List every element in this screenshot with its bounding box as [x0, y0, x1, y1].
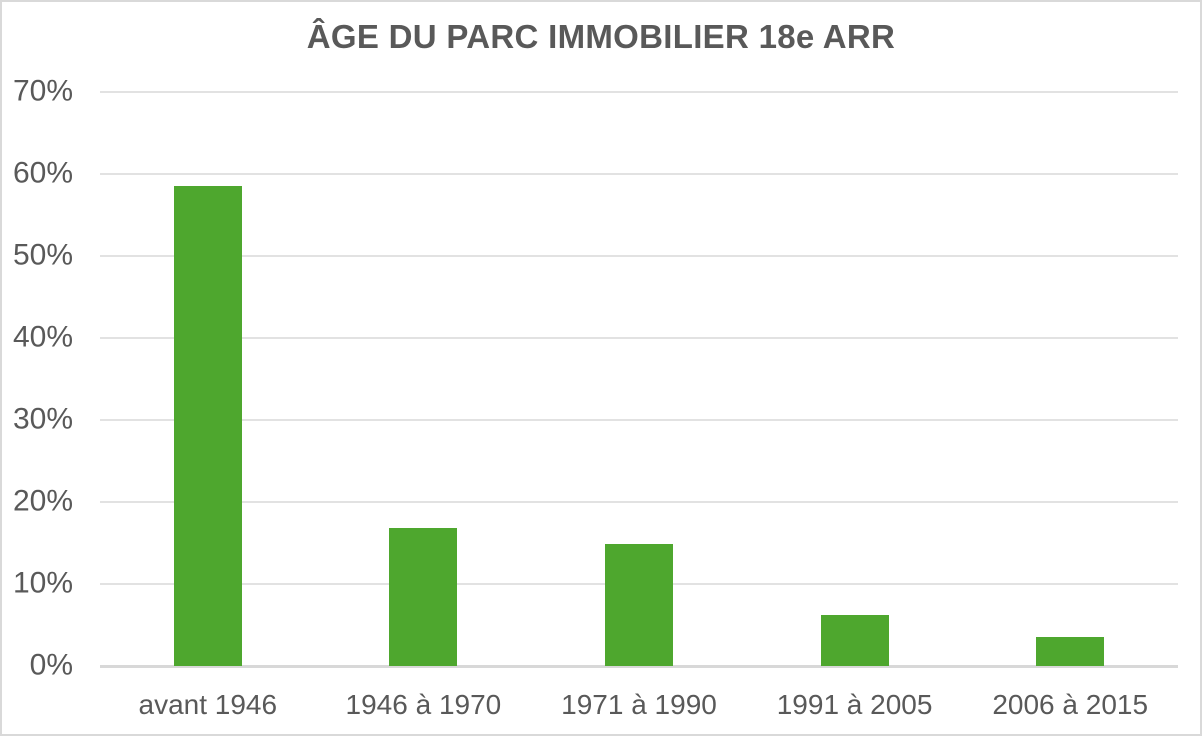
gridline [100, 501, 1178, 503]
x-tick-label: avant 1946 [138, 689, 278, 720]
y-tick-label: 30% [12, 402, 73, 436]
y-tick-label: 50% [12, 238, 73, 272]
x-tick-label: 2006 à 2015 [992, 689, 1149, 720]
gridline [100, 419, 1178, 421]
x-tick-label: 1971 à 1990 [561, 689, 717, 720]
bar-3 [605, 543, 673, 666]
y-tick-label: 10% [12, 566, 73, 600]
y-tick-label: 40% [12, 320, 73, 354]
bar-1 [173, 186, 242, 666]
gridline [100, 255, 1178, 257]
y-tick-label: 0% [29, 648, 73, 682]
y-tick-label: 20% [12, 484, 73, 518]
x-tick-label: 1991 à 2005 [776, 689, 933, 720]
bar-5 [1036, 637, 1105, 666]
y-tick-label: 60% [12, 156, 73, 190]
x-axis-line [100, 664, 1178, 668]
gridline [100, 91, 1178, 93]
gridline [100, 337, 1178, 339]
gridline [100, 173, 1178, 175]
chart-title: ÂGE DU PARC IMMOBILIER 18e ARR [306, 18, 896, 55]
bar-4 [820, 615, 889, 666]
bar-2 [389, 528, 458, 666]
x-tick-label: 1946 à 1970 [345, 689, 502, 720]
y-tick-label: 70% [12, 74, 73, 108]
